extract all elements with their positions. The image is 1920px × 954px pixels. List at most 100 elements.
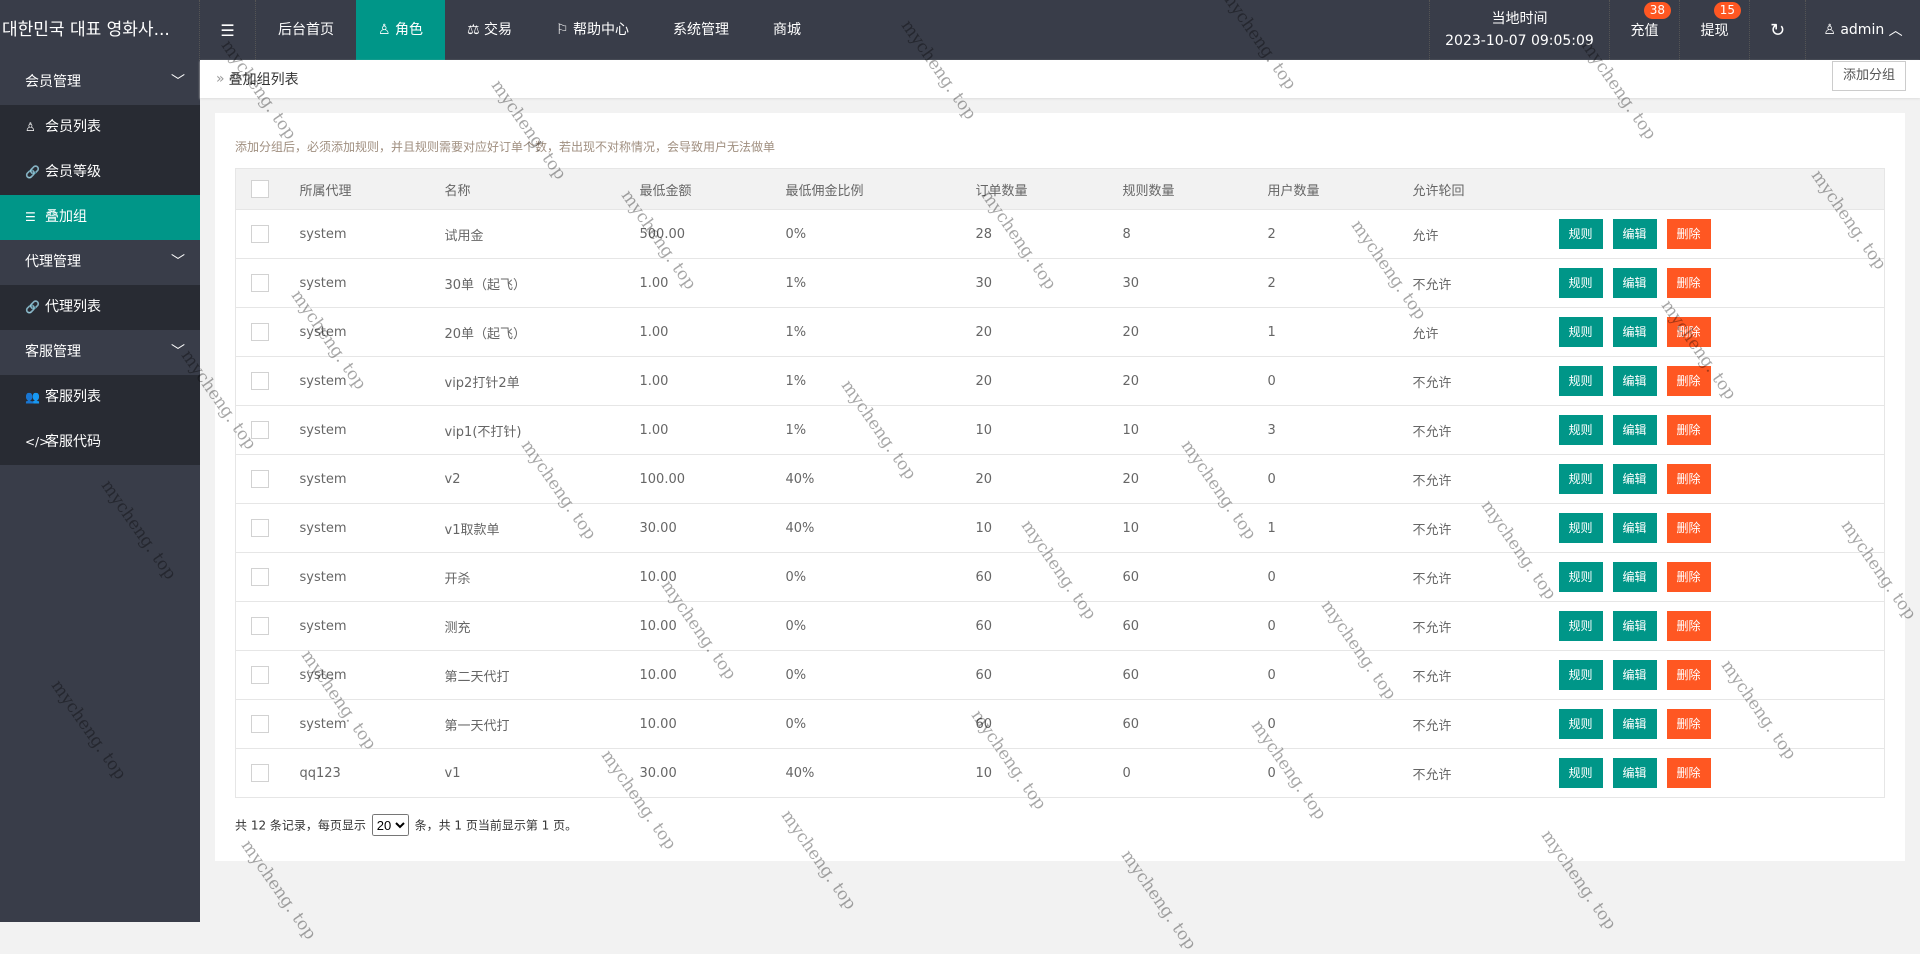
- select-cell[interactable]: [235, 258, 285, 308]
- edit-button[interactable]: 编辑: [1612, 219, 1657, 249]
- row-checkbox[interactable]: [251, 764, 269, 782]
- select-cell[interactable]: [235, 209, 285, 259]
- nav-label: 商城: [773, 22, 802, 38]
- content-card: 添加分组后，必须添加规则，并且规则需要对应好订单个数，若出现不对称情况，会导致用…: [215, 113, 1905, 861]
- user-menu[interactable]: ♙ admin ︿: [1805, 0, 1920, 60]
- delete-button[interactable]: 删除: [1666, 268, 1711, 298]
- select-cell[interactable]: [235, 356, 285, 406]
- sidebar-item[interactable]: </>客服代码: [0, 420, 200, 465]
- table-cell: 40%: [770, 454, 961, 504]
- delete-button[interactable]: 删除: [1666, 415, 1711, 445]
- rules-button[interactable]: 规则: [1558, 611, 1603, 641]
- select-cell[interactable]: [235, 601, 285, 651]
- rules-button[interactable]: 规则: [1558, 268, 1603, 298]
- nav-1[interactable]: ♙ 角色: [356, 0, 446, 60]
- edit-button[interactable]: 编辑: [1612, 611, 1657, 641]
- rules-button[interactable]: 规则: [1558, 758, 1603, 788]
- rules-button[interactable]: 规则: [1558, 464, 1603, 494]
- pagination: 共 12 条记录，每页显示 20 条，共 1 页当前显示第 1 页。: [235, 814, 577, 836]
- rules-button[interactable]: 规则: [1558, 219, 1603, 249]
- edit-button[interactable]: 编辑: [1612, 709, 1657, 739]
- row-checkbox[interactable]: [251, 519, 269, 537]
- refresh-icon[interactable]: ↻: [1749, 0, 1805, 60]
- edit-button[interactable]: 编辑: [1612, 415, 1657, 445]
- rules-button[interactable]: 规则: [1558, 660, 1603, 690]
- sidebar-item[interactable]: ☰ 叠加组: [0, 195, 200, 240]
- sidebar-item[interactable]: ♙ 会员列表: [0, 105, 200, 150]
- row-checkbox[interactable]: [251, 568, 269, 586]
- table-cell: 不允许: [1397, 356, 1544, 406]
- row-checkbox[interactable]: [251, 421, 269, 439]
- delete-button[interactable]: 删除: [1666, 464, 1711, 494]
- nav-5[interactable]: 商城: [751, 0, 823, 60]
- table-cell: 20: [960, 356, 1108, 406]
- select-cell[interactable]: [235, 552, 285, 602]
- delete-button[interactable]: 删除: [1666, 366, 1711, 396]
- row-checkbox[interactable]: [251, 323, 269, 341]
- page-size-select[interactable]: 20: [371, 814, 409, 836]
- edit-button[interactable]: 编辑: [1612, 562, 1657, 592]
- nav-label: 帮助中心: [573, 22, 630, 38]
- row-checkbox[interactable]: [251, 470, 269, 488]
- delete-button[interactable]: 删除: [1666, 317, 1711, 347]
- delete-button[interactable]: 删除: [1666, 562, 1711, 592]
- rules-button[interactable]: 规则: [1558, 415, 1603, 445]
- select-cell[interactable]: [235, 307, 285, 357]
- delete-button[interactable]: 删除: [1666, 758, 1711, 788]
- rules-button[interactable]: 规则: [1558, 513, 1603, 543]
- select-cell[interactable]: [235, 650, 285, 700]
- select-cell[interactable]: [235, 748, 285, 798]
- add-group-button[interactable]: 添加分组: [1831, 61, 1906, 91]
- select-cell[interactable]: [235, 454, 285, 504]
- delete-button[interactable]: 删除: [1666, 513, 1711, 543]
- rules-button[interactable]: 规则: [1558, 709, 1603, 739]
- nav-0[interactable]: 后台首页: [256, 0, 356, 60]
- nav-label: 交易: [484, 22, 513, 38]
- row-checkbox[interactable]: [251, 372, 269, 390]
- nav-4[interactable]: 系统管理: [651, 0, 751, 60]
- sidebar-item[interactable]: 👥 客服列表: [0, 375, 200, 420]
- row-checkbox[interactable]: [251, 225, 269, 243]
- row-checkbox[interactable]: [251, 666, 269, 684]
- select-cell[interactable]: [235, 699, 285, 749]
- delete-button[interactable]: 删除: [1666, 219, 1711, 249]
- rules-button[interactable]: 规则: [1558, 562, 1603, 592]
- nav-3[interactable]: ⚐ 帮助中心: [534, 0, 651, 60]
- select-all-cell[interactable]: [235, 168, 285, 210]
- table-cell: 0: [1252, 356, 1398, 406]
- nav-2[interactable]: ⚖ 交易: [445, 0, 534, 60]
- recharge-button[interactable]: 充值 38: [1609, 0, 1679, 60]
- edit-button[interactable]: 编辑: [1612, 513, 1657, 543]
- row-checkbox[interactable]: [251, 274, 269, 292]
- select-cell[interactable]: [235, 503, 285, 553]
- rules-button[interactable]: 规则: [1558, 366, 1603, 396]
- edit-button[interactable]: 编辑: [1612, 366, 1657, 396]
- delete-button[interactable]: 删除: [1666, 660, 1711, 690]
- delete-button[interactable]: 删除: [1666, 611, 1711, 641]
- withdraw-button[interactable]: 提现 15: [1679, 0, 1749, 60]
- sidebar-section[interactable]: 会员管理 ﹀: [0, 60, 200, 105]
- table-cell: 20: [1107, 307, 1253, 357]
- edit-button[interactable]: 编辑: [1612, 758, 1657, 788]
- delete-button[interactable]: 删除: [1666, 709, 1711, 739]
- group-table: 所属代理 名称 最低金额 最低佣金比例 订单数量 规则数量 用户数量 允许轮回 system 试…: [235, 168, 1885, 798]
- table-cell: 60: [1107, 552, 1253, 602]
- checkbox[interactable]: [251, 180, 269, 198]
- row-checkbox[interactable]: [251, 715, 269, 733]
- rules-button[interactable]: 规则: [1558, 317, 1603, 347]
- sidebar-item[interactable]: 🔗 代理列表: [0, 285, 200, 330]
- table-cell: 20: [960, 454, 1108, 504]
- table-cell: 不允许: [1397, 258, 1544, 308]
- edit-button[interactable]: 编辑: [1612, 464, 1657, 494]
- sidebar-item[interactable]: 🔗 会员等级: [0, 150, 200, 195]
- edit-button[interactable]: 编辑: [1612, 268, 1657, 298]
- row-checkbox[interactable]: [251, 617, 269, 635]
- menu-toggle-icon[interactable]: ☰: [200, 0, 256, 60]
- edit-button[interactable]: 编辑: [1612, 317, 1657, 347]
- sidebar-section[interactable]: 代理管理 ﹀: [0, 240, 200, 285]
- column-header: 名称: [429, 168, 625, 210]
- select-cell[interactable]: [235, 405, 285, 455]
- edit-button[interactable]: 编辑: [1612, 660, 1657, 690]
- sidebar-section[interactable]: 客服管理 ﹀: [0, 330, 200, 375]
- table-cell: 允许: [1397, 307, 1544, 357]
